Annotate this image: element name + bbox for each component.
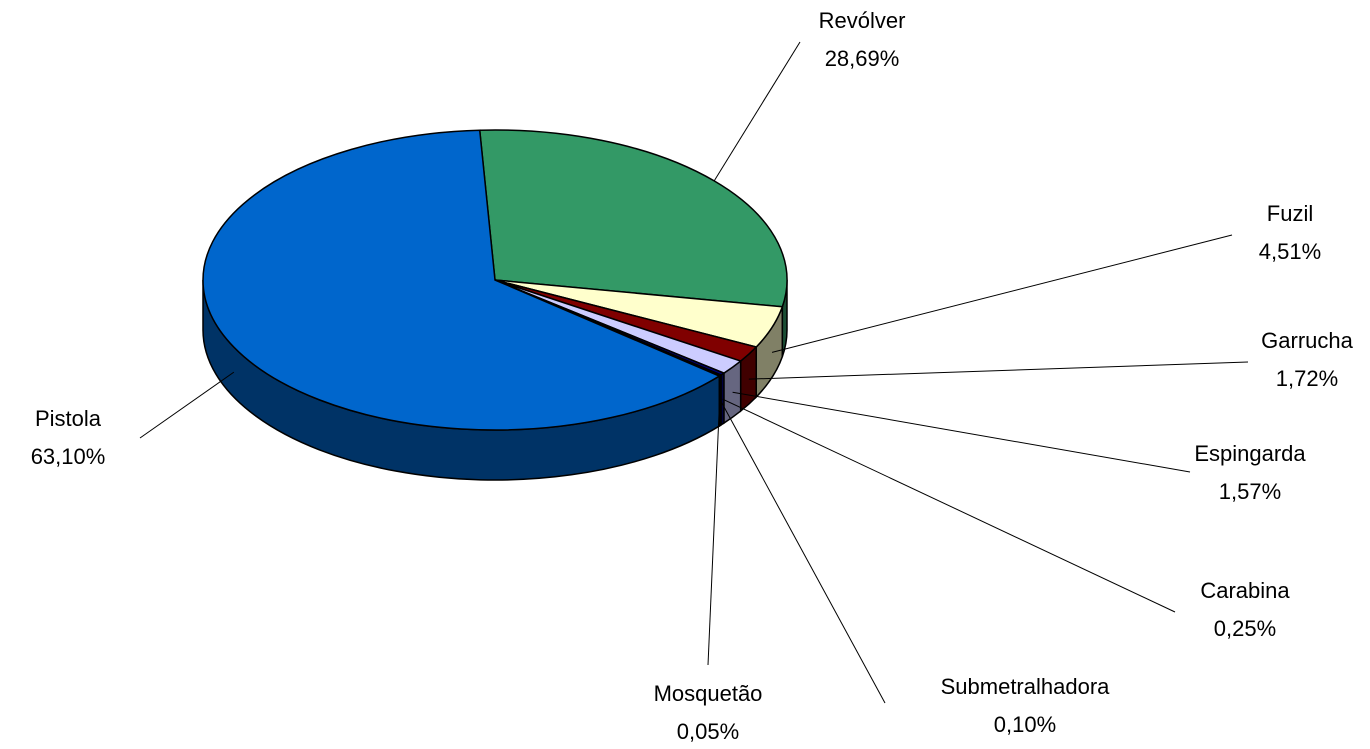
- category-label: Garrucha: [1261, 328, 1353, 353]
- leader-line: [722, 398, 1176, 613]
- leader-line: [720, 400, 886, 704]
- leader-line: [771, 234, 1233, 353]
- leader-line: [713, 41, 801, 182]
- value-label: 0,25%: [1214, 616, 1276, 641]
- category-label: Pistola: [35, 406, 102, 431]
- leader-line: [707, 400, 721, 666]
- slice: [478, 129, 788, 308]
- value-label: 1,57%: [1219, 479, 1281, 504]
- leader-line: [732, 391, 1191, 473]
- value-label: 0,10%: [994, 712, 1056, 737]
- value-label: 4,51%: [1259, 239, 1321, 264]
- leader-line: [139, 371, 235, 439]
- category-label: Submetralhadora: [941, 674, 1111, 699]
- category-label: Espingarda: [1194, 441, 1306, 466]
- slice: [202, 129, 721, 431]
- value-label: 63,10%: [31, 444, 106, 469]
- leader-line: [748, 361, 1249, 380]
- value-label: 28,69%: [825, 46, 900, 71]
- category-label: Fuzil: [1267, 201, 1313, 226]
- category-label: Revólver: [819, 8, 906, 33]
- value-label: 1,72%: [1276, 366, 1338, 391]
- value-label: 0,05%: [677, 719, 739, 744]
- category-label: Carabina: [1200, 578, 1290, 603]
- category-label: Mosquetão: [654, 681, 763, 706]
